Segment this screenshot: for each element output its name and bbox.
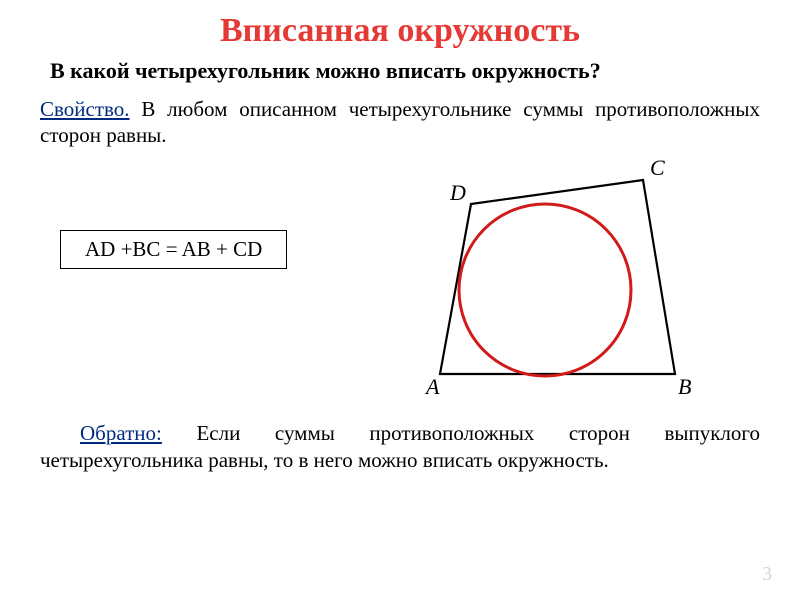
question-text: В какой четырехугольник можно вписать ок… — [0, 50, 800, 88]
vertex-label-a: A — [424, 374, 440, 399]
property-text: В любом описанном четырехугольнике суммы… — [40, 97, 760, 147]
figure-svg: A B C D — [370, 150, 710, 410]
inscribed-circle — [459, 204, 631, 376]
inscribed-circle-figure: A B C D — [370, 150, 710, 400]
page-number: 3 — [762, 563, 772, 586]
page-title: Вписанная окружность — [0, 0, 800, 50]
vertex-label-c: C — [650, 155, 665, 180]
vertex-label-d: D — [449, 180, 466, 205]
formula-box: AD +BC = AB + CD — [60, 230, 287, 269]
converse-block: Обратно: Если суммы противоположных стор… — [40, 420, 760, 475]
quadrilateral — [440, 180, 675, 374]
vertex-label-b: B — [678, 374, 691, 399]
property-block: Свойство. В любом описанном четырехуголь… — [0, 88, 800, 149]
converse-label: Обратно: — [80, 421, 162, 445]
property-label: Свойство. — [40, 97, 130, 121]
